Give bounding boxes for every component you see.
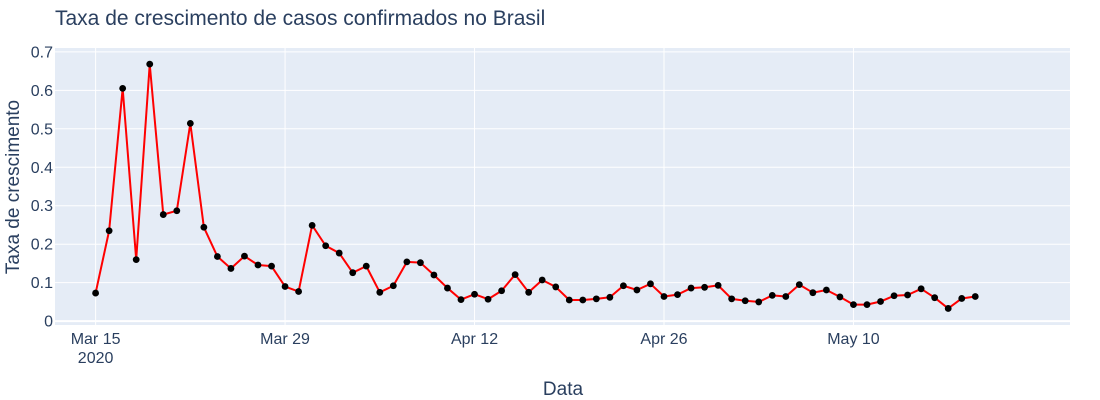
data-point bbox=[944, 305, 952, 312]
data-point bbox=[241, 252, 248, 260]
data-point bbox=[457, 296, 465, 304]
plot-area bbox=[55, 48, 1070, 325]
data-point bbox=[186, 120, 194, 127]
data-point bbox=[335, 249, 343, 257]
data-point bbox=[795, 281, 803, 289]
data-point bbox=[701, 283, 708, 291]
data-point bbox=[389, 282, 397, 290]
data-point bbox=[484, 295, 492, 303]
data-point bbox=[92, 289, 99, 297]
y-tick-label: 0.3 bbox=[31, 198, 53, 215]
y-tick-label: 0.4 bbox=[31, 160, 53, 177]
data-point bbox=[606, 293, 614, 301]
data-point bbox=[173, 207, 181, 215]
data-point bbox=[579, 296, 587, 304]
data-point bbox=[349, 269, 357, 277]
data-point bbox=[647, 280, 654, 288]
data-point bbox=[214, 253, 221, 260]
data-point bbox=[633, 286, 641, 294]
y-tick-label: 0 bbox=[44, 314, 53, 331]
y-tick-label: 0.6 bbox=[31, 83, 53, 100]
data-point bbox=[268, 262, 275, 270]
series-layer bbox=[92, 60, 979, 312]
y-tick-labels: 0 0.1 0.2 0.3 0.4 0.5 0.6 0.7 bbox=[31, 44, 53, 330]
x-axis-title: Data bbox=[543, 379, 584, 400]
y-tick-label: 0.1 bbox=[31, 275, 53, 292]
data-point bbox=[200, 223, 208, 231]
data-point bbox=[890, 292, 898, 300]
data-point bbox=[444, 284, 451, 292]
data-point bbox=[917, 285, 925, 293]
data-point bbox=[376, 288, 384, 296]
data-point bbox=[511, 271, 519, 279]
data-point bbox=[430, 271, 438, 279]
data-point bbox=[295, 288, 302, 295]
data-point bbox=[132, 256, 140, 263]
x-tick-labels: Mar 15 2020 Mar 29 Apr 12 Apr 26 May 10 bbox=[71, 331, 880, 367]
data-point bbox=[620, 282, 627, 290]
data-point bbox=[592, 295, 600, 303]
data-point bbox=[674, 291, 681, 299]
data-point bbox=[322, 242, 330, 250]
data-point bbox=[836, 293, 844, 301]
data-point bbox=[146, 60, 154, 68]
data-point bbox=[660, 293, 668, 300]
data-point bbox=[308, 221, 316, 229]
data-point bbox=[768, 291, 776, 299]
y-tick-label: 0.2 bbox=[31, 237, 53, 254]
data-point bbox=[417, 259, 424, 267]
data-point bbox=[525, 288, 533, 296]
y-tick-label: 0.5 bbox=[31, 121, 53, 138]
data-point bbox=[931, 294, 939, 302]
data-point bbox=[823, 286, 830, 294]
data-point bbox=[714, 281, 722, 289]
y-axis-title: Taxa de crescimento bbox=[3, 100, 24, 274]
data-point bbox=[741, 297, 749, 305]
data-point bbox=[728, 295, 736, 303]
data-point bbox=[362, 262, 370, 270]
x-tick-label: Apr 12 bbox=[451, 331, 498, 348]
data-point bbox=[227, 265, 235, 272]
data-point bbox=[403, 258, 411, 266]
data-point bbox=[281, 283, 289, 290]
x-tick-label: Mar 29 bbox=[260, 331, 310, 348]
x-tick-label: Mar 15 bbox=[71, 331, 121, 348]
data-point bbox=[863, 301, 871, 309]
data-point bbox=[105, 227, 113, 235]
data-point bbox=[565, 296, 573, 304]
data-point bbox=[119, 84, 127, 92]
data-point bbox=[755, 298, 763, 306]
data-point bbox=[159, 211, 167, 218]
data-point bbox=[850, 301, 857, 309]
data-point bbox=[687, 284, 695, 292]
x-tick-label: May 10 bbox=[827, 331, 880, 348]
data-point bbox=[958, 295, 966, 302]
x-tick-label: Apr 26 bbox=[640, 331, 687, 348]
data-point bbox=[552, 283, 560, 291]
data-point bbox=[538, 276, 546, 284]
chart-title: Taxa de crescimento de casos confirmados… bbox=[55, 7, 545, 30]
data-point bbox=[254, 261, 262, 269]
data-point bbox=[809, 289, 817, 297]
data-point bbox=[971, 293, 979, 300]
y-tick-label: 0.7 bbox=[31, 44, 53, 61]
grid-lines bbox=[55, 48, 1070, 325]
data-point bbox=[471, 290, 478, 298]
data-point bbox=[782, 293, 790, 300]
data-point bbox=[498, 287, 505, 295]
x-tick-sublabel: 2020 bbox=[78, 350, 114, 367]
data-point bbox=[877, 298, 884, 305]
data-point bbox=[904, 291, 911, 299]
